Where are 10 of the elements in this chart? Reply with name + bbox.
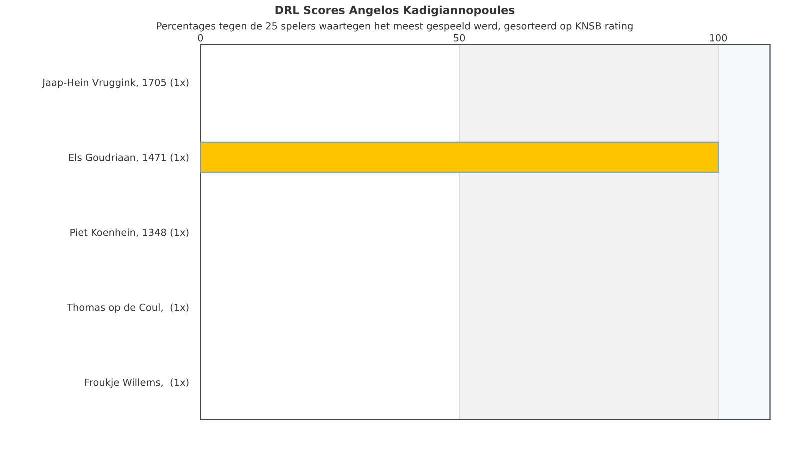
x-tick-label: 50 <box>454 34 466 42</box>
chart-title: DRL Scores Angelos Kadigiannopoules <box>276 6 515 17</box>
y-tick-label: Froukje Willems, (1x) <box>86 378 189 388</box>
y-tick-label: Els Goudriaan, 1471 (1x) <box>69 154 189 162</box>
x-tick-label: 0 <box>198 34 204 42</box>
y-tick-label: Piet Koenhein, 1348 (1x) <box>70 228 189 238</box>
x-tick-label: 100 <box>710 34 728 42</box>
chart-subtitle: Percentages tegen de 25 spelers waartegen het meest gespeeld werd, gesorteerd op KNSB rating <box>157 22 633 32</box>
y-tick-label: Thomas op de Coul, (1x) <box>67 304 189 314</box>
y-tick-label: Jaap-Hein Vruggink, 1705 (1x) <box>42 78 189 88</box>
